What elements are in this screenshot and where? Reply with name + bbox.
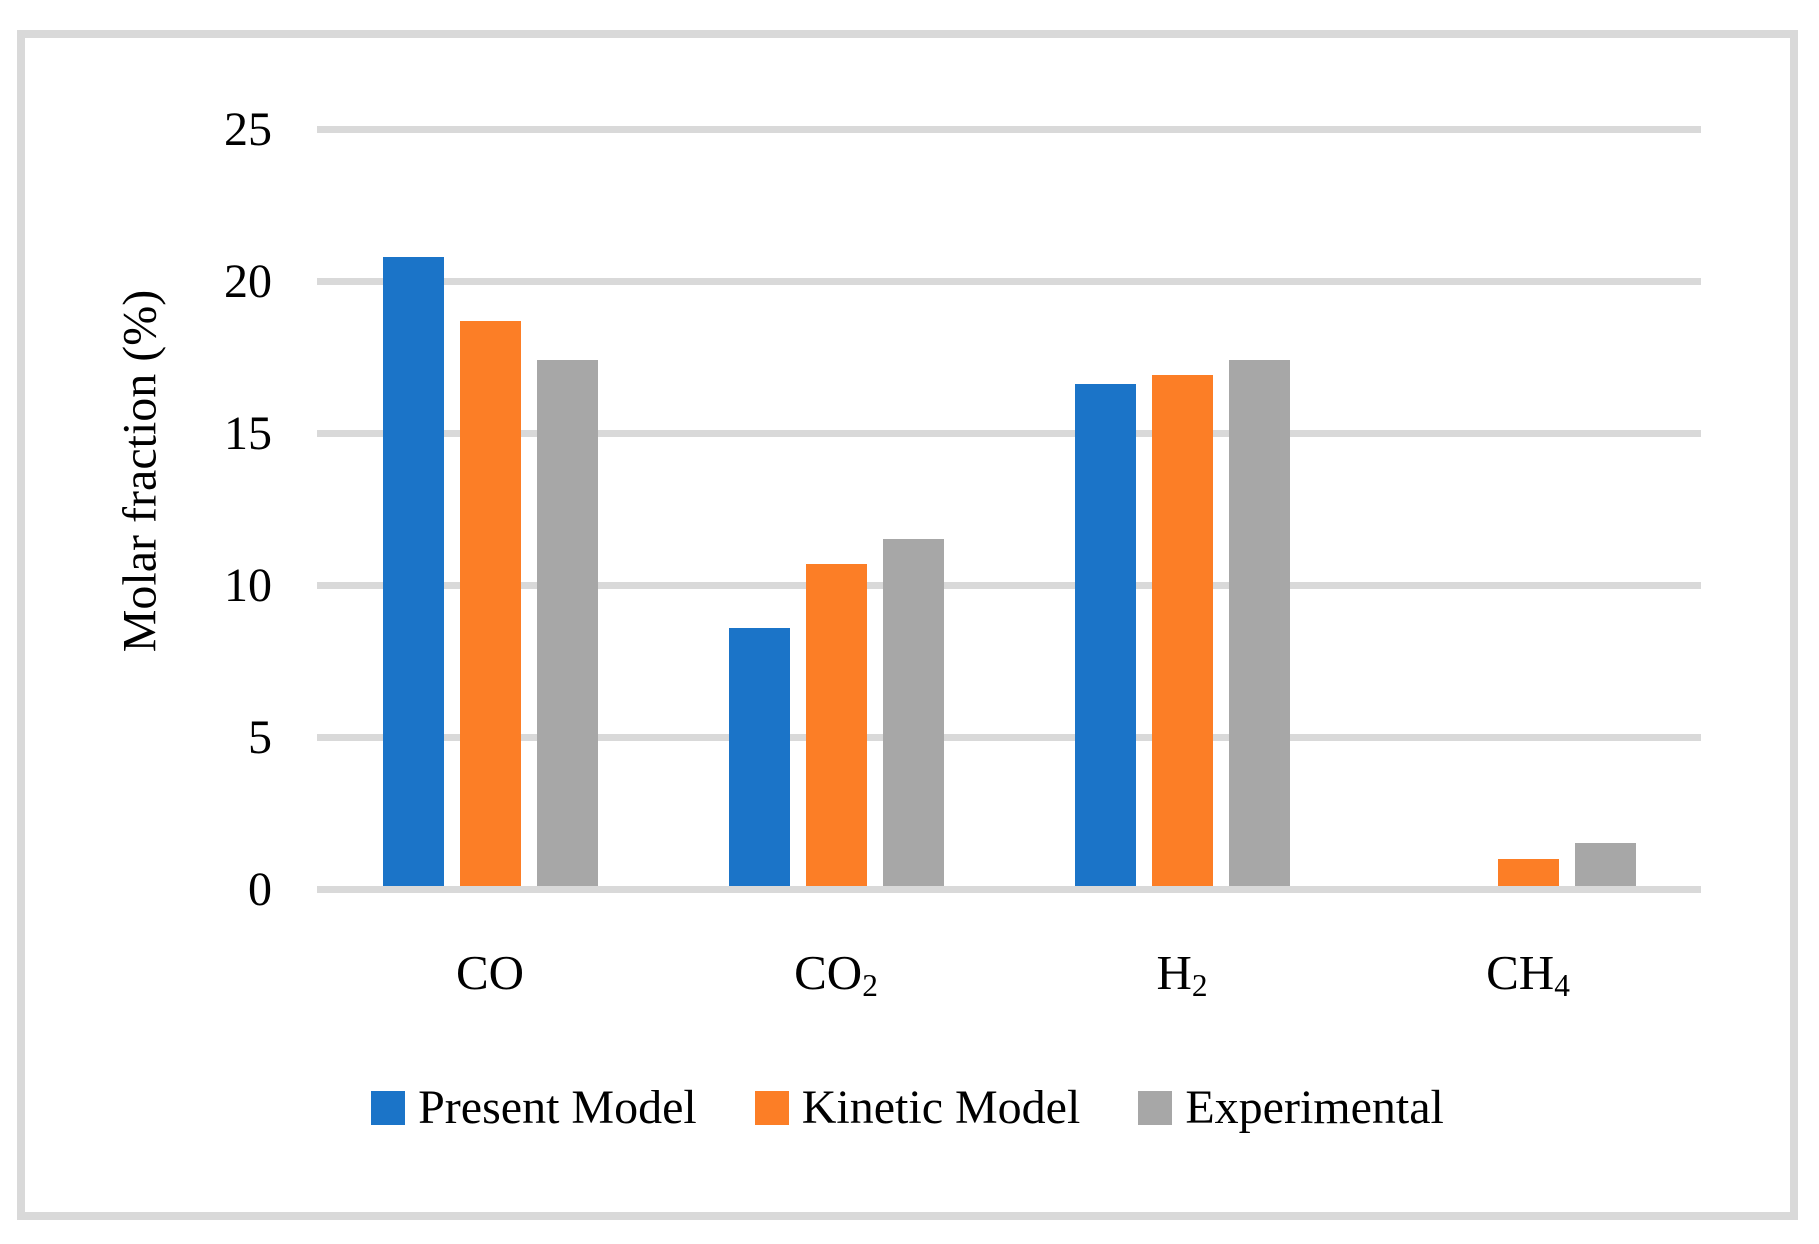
legend-item-present-model: Present Model [371,1080,697,1135]
y-tick-label-20: 20 [224,254,272,308]
y-tick-label-10: 10 [224,558,272,612]
bar-present-model-co [382,256,444,886]
legend-label-experimental: Experimental [1185,1081,1444,1134]
legend-label-present-model: Present Model [418,1081,697,1134]
legend-label-kinetic-model: Kinetic Model [801,1081,1081,1134]
gridline-15 [317,430,1701,437]
bar-present-model-co2 [728,627,790,886]
legend-item-experimental: Experimental [1138,1080,1444,1135]
chart-frame-border [17,30,1798,1220]
bar-experimental-co2 [882,539,944,886]
bar-kinetic-model-co2 [805,563,867,886]
legend-swatch-experimental [1138,1090,1173,1125]
y-tick-label-0: 0 [248,862,272,916]
legend-item-kinetic-model: Kinetic Model [754,1080,1081,1135]
gridline-20 [317,278,1701,285]
bar-present-model-h2 [1074,384,1136,886]
gridline-25 [317,126,1701,133]
bar-experimental-co [536,360,598,886]
bar-kinetic-model-co [459,320,521,886]
y-tick-label-15: 15 [224,406,272,460]
x-category-label-h2: H2 [1156,945,1208,1003]
gridline-10 [317,582,1701,589]
bar-experimental-ch4 [1574,843,1636,886]
bar-experimental-h2 [1228,360,1290,886]
legend-swatch-present-model [371,1090,406,1125]
x-category-label-co: CO [455,945,525,1000]
x-category-label-ch4: CH4 [1486,945,1570,1003]
x-category-label-co2: CO2 [794,945,878,1003]
legend-swatch-kinetic-model [754,1090,789,1125]
y-tick-label-5: 5 [248,710,272,764]
x-axis-line [317,886,1701,893]
bar-kinetic-model-ch4 [1497,858,1559,886]
legend: Present Model Kinetic Model Experimental [17,1080,1798,1135]
gridline-5 [317,734,1701,741]
y-tick-label-25: 25 [224,102,272,156]
bar-kinetic-model-h2 [1151,375,1213,886]
